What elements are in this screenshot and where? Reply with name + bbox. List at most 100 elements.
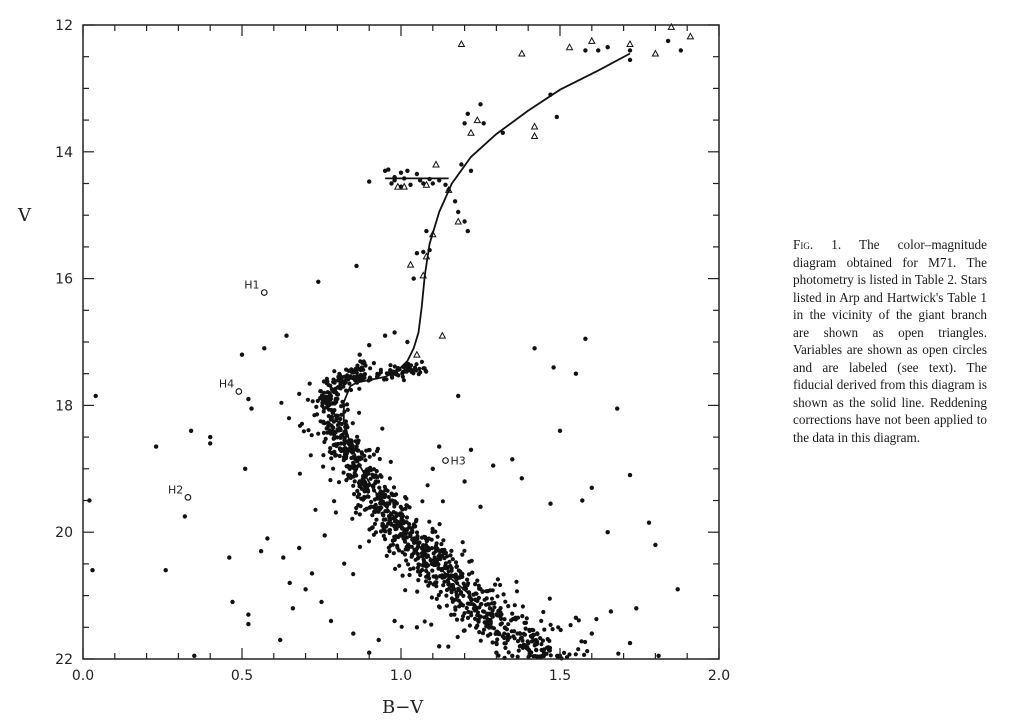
star-point <box>421 561 426 566</box>
star-point <box>407 572 412 578</box>
star-point <box>281 555 286 560</box>
triangle-marker <box>406 260 415 268</box>
star-point <box>355 440 360 445</box>
star-point <box>388 363 393 368</box>
star-point <box>462 548 467 553</box>
star-point <box>324 426 329 431</box>
star-point <box>387 530 392 536</box>
star-point <box>421 557 426 562</box>
star-point <box>385 488 390 493</box>
star-point <box>412 367 417 372</box>
variable-marker <box>260 289 268 296</box>
star-point <box>532 346 537 351</box>
star-point <box>465 228 470 234</box>
star-point <box>387 476 392 481</box>
star-point <box>356 448 361 453</box>
star-point <box>498 582 503 588</box>
star-point <box>331 466 336 471</box>
star-point <box>534 647 539 653</box>
star-point <box>573 371 579 376</box>
star-point <box>400 507 405 512</box>
star-point <box>455 634 460 640</box>
star-point <box>454 564 459 569</box>
star-point <box>487 606 493 611</box>
star-point <box>488 617 493 623</box>
star-point <box>400 573 405 578</box>
star-point <box>376 637 381 643</box>
star-point <box>351 631 356 636</box>
star-point <box>465 615 471 621</box>
star-point <box>440 553 445 559</box>
star-point <box>418 572 423 578</box>
y-tick-label: 20 <box>55 525 73 541</box>
star-point <box>547 638 552 644</box>
star-point <box>322 439 327 445</box>
star-point <box>506 604 511 609</box>
fiducial-line <box>342 52 631 597</box>
star-point <box>469 558 474 563</box>
star-point <box>377 485 382 490</box>
star-point <box>354 263 359 269</box>
star-point <box>249 406 254 411</box>
star-point <box>347 374 352 379</box>
star-point <box>192 653 197 658</box>
star-point <box>357 410 362 415</box>
star-point <box>182 514 187 519</box>
star-point <box>368 465 373 470</box>
star-point <box>405 339 410 345</box>
star-point <box>442 579 447 584</box>
star-point <box>357 480 362 485</box>
star-point <box>573 652 578 657</box>
star-point <box>415 551 420 557</box>
star-point <box>430 568 435 573</box>
star-point <box>460 617 465 622</box>
star-point <box>314 404 319 409</box>
star-point <box>337 371 342 376</box>
star-point <box>495 594 500 599</box>
star-point <box>353 366 358 371</box>
star-point <box>328 383 333 388</box>
star-point <box>476 619 481 624</box>
star-point <box>344 478 349 483</box>
star-point <box>523 620 529 625</box>
star-point <box>456 568 461 573</box>
star-point <box>482 609 487 614</box>
star-point <box>434 575 439 581</box>
star-point <box>466 581 471 586</box>
star-point <box>358 455 363 460</box>
star-point <box>382 529 387 534</box>
triangle-marker <box>393 182 402 190</box>
star-point <box>395 372 400 377</box>
star-point <box>494 642 499 647</box>
star-point <box>399 624 404 629</box>
star-point <box>370 472 375 477</box>
star-point <box>414 530 420 535</box>
star-point <box>547 596 552 601</box>
star-point <box>372 497 377 502</box>
star-point <box>230 599 235 605</box>
star-point <box>605 45 610 50</box>
star-point <box>576 647 581 652</box>
star-point <box>332 499 337 504</box>
star-point <box>328 618 334 624</box>
star-point <box>414 251 420 256</box>
star-point <box>393 492 398 498</box>
star-point <box>331 419 336 424</box>
star-point <box>338 416 343 422</box>
star-point <box>506 650 511 655</box>
star-point <box>341 458 346 463</box>
star-point <box>449 596 454 601</box>
star-point <box>402 369 407 374</box>
star-point <box>634 606 639 611</box>
star-point <box>482 597 487 602</box>
star-point <box>616 651 621 656</box>
star-point <box>351 460 356 465</box>
star-point <box>390 538 395 543</box>
star-point <box>433 557 439 562</box>
star-point <box>485 602 490 607</box>
star-point <box>397 563 402 568</box>
star-point <box>459 572 464 577</box>
star-point <box>398 513 403 518</box>
star-point <box>460 540 465 545</box>
star-point <box>427 519 432 524</box>
